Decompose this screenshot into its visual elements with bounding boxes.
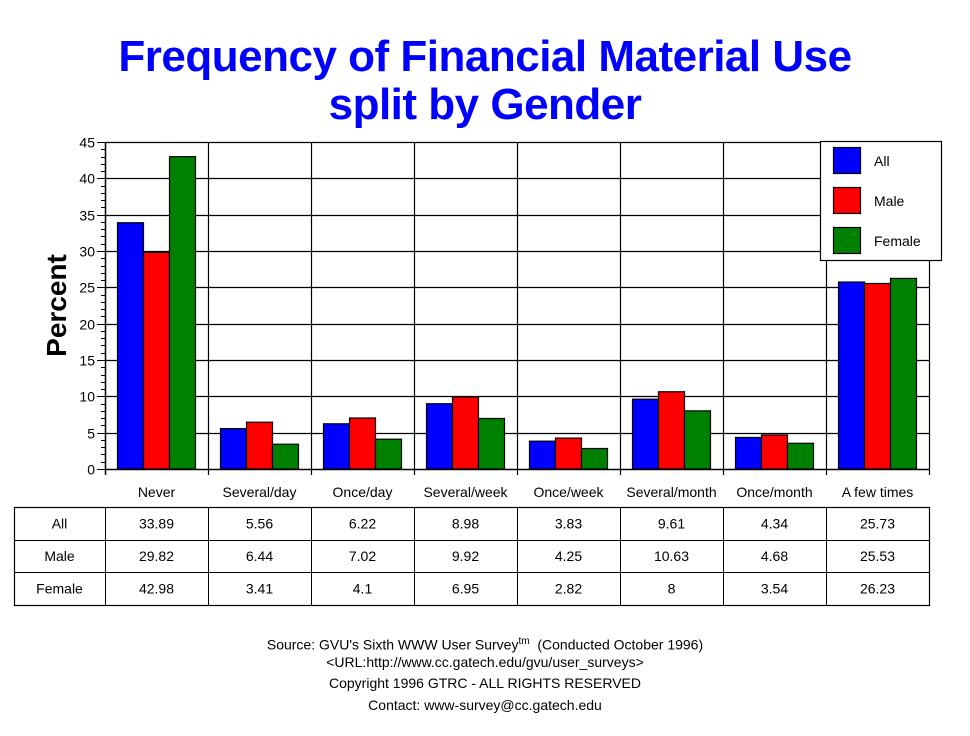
- x-tick-label: A few times: [842, 484, 914, 500]
- table-cell: 6.95: [452, 581, 479, 597]
- bar-female: [786, 442, 815, 470]
- x-tick-label: Never: [138, 484, 176, 500]
- bar-male: [863, 282, 892, 470]
- y-tick-label: 35: [79, 208, 95, 224]
- table-cell: 10.63: [654, 548, 689, 564]
- bar-all: [734, 436, 763, 470]
- chart-subtitle: split by Gender: [328, 80, 642, 129]
- table-cell: 6.22: [349, 515, 376, 531]
- table-cell: 3.54: [761, 581, 788, 597]
- source-line: Source: GVU's Sixth WWW User Surveytm (C…: [0, 636, 970, 653]
- copyright-text: Copyright 1996 GTRC - ALL RIGHTS RESERVE…: [329, 675, 641, 691]
- table-row-label: Female: [36, 581, 83, 597]
- table-cell: 4.34: [761, 515, 788, 531]
- table-cell: 9.61: [658, 515, 685, 531]
- bar-female: [168, 156, 197, 470]
- table-cell: 26.23: [860, 581, 895, 597]
- table-cell: 8.98: [452, 515, 479, 531]
- table-cell: 25.73: [860, 515, 895, 531]
- y-tick-label: 30: [79, 244, 95, 260]
- y-tick-label: 45: [79, 135, 95, 151]
- table-cell: 4.25: [555, 548, 582, 564]
- y-tick-label: 40: [79, 171, 95, 187]
- legend-swatch-all: [832, 146, 862, 175]
- table-cell: 42.98: [139, 581, 174, 597]
- bar-female: [580, 447, 609, 470]
- bar-chart: 0 5 10 15 20 25 30 35 40 45 Percent Never Several/da…: [13, 135, 943, 607]
- table-cell: 8: [668, 581, 676, 597]
- table-cell: 7.02: [349, 548, 376, 564]
- bar-male: [760, 434, 789, 470]
- bar-female: [889, 277, 918, 470]
- chart-title: Frequency of Financial Material Use: [118, 32, 852, 81]
- legend-swatch-female: [832, 226, 862, 255]
- table-row-label: All: [52, 515, 68, 531]
- bar-male: [451, 396, 480, 470]
- source-url: <URL:http://www.cc.gatech.edu/gvu/user_s…: [326, 654, 644, 670]
- table-cell: 2.82: [555, 581, 582, 597]
- source-date: (Conducted October 1996): [529, 636, 704, 653]
- legend-label: Male: [874, 193, 905, 209]
- y-axis-label: Percent: [41, 254, 72, 357]
- x-tick-label: Several/week: [423, 484, 508, 500]
- table-cell: 29.82: [139, 548, 174, 564]
- table-cell: 3.83: [555, 515, 582, 531]
- contact-text: Contact: www-survey@cc.gatech.edu: [368, 697, 602, 713]
- bar-all: [631, 398, 660, 470]
- legend-swatch-male: [832, 186, 862, 215]
- bar-all: [116, 222, 145, 470]
- x-tick-label: Once/month: [736, 484, 812, 500]
- bar-female: [477, 417, 506, 470]
- y-tick-label: 15: [79, 353, 95, 369]
- legend-label: Female: [874, 233, 921, 249]
- x-tick-label: Once/day: [333, 484, 393, 500]
- bar-all: [528, 440, 557, 470]
- table-cell: 5.56: [246, 515, 273, 531]
- y-tick-label: 0: [87, 462, 95, 478]
- bar-male: [554, 437, 583, 470]
- bar-female: [374, 438, 403, 470]
- y-tick-label: 5: [87, 426, 95, 442]
- bar-female: [683, 410, 712, 470]
- bar-male: [657, 391, 686, 470]
- y-tick-label: 10: [79, 389, 95, 405]
- table-cell: 3.41: [246, 581, 273, 597]
- table-cell: 4.1: [353, 581, 373, 597]
- source-text: Source: GVU's Sixth WWW User Survey: [266, 636, 519, 653]
- trademark-mark: tm: [518, 636, 530, 647]
- table-cell: 25.53: [860, 548, 895, 564]
- bar-all: [219, 427, 248, 470]
- table-row-label: Male: [44, 548, 75, 564]
- x-tick-label: Several/month: [626, 484, 716, 500]
- bar-all: [837, 281, 866, 470]
- bar-all: [322, 423, 351, 470]
- bar-male: [348, 417, 377, 470]
- y-tick-label: 25: [79, 280, 95, 296]
- data-table: [13, 506, 931, 607]
- bar-female: [271, 443, 300, 470]
- table-cell: 33.89: [139, 515, 174, 531]
- table-cell: 4.68: [761, 548, 788, 564]
- bar-male: [142, 251, 171, 470]
- bar-male: [245, 421, 274, 470]
- legend-label: All: [874, 153, 890, 169]
- table-cell: 9.92: [452, 548, 479, 564]
- x-tick-label: Several/day: [223, 484, 297, 500]
- y-tick-label: 20: [79, 317, 95, 333]
- x-tick-label: Once/week: [533, 484, 604, 500]
- bar-all: [425, 403, 454, 470]
- table-cell: 6.44: [246, 548, 273, 564]
